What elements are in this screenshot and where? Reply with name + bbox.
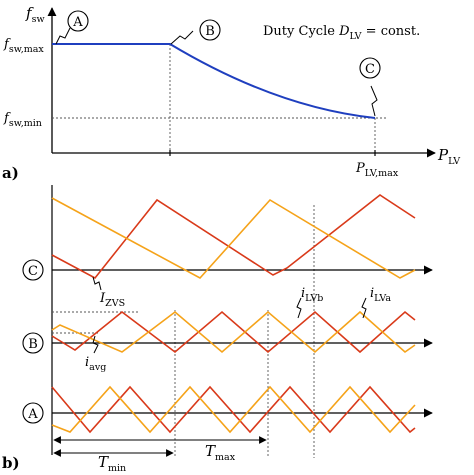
izvs-leader — [92, 276, 102, 291]
row-a-current-a — [51, 385, 416, 434]
panel-a-y-axis-label: fsw — [25, 4, 45, 25]
row-c-current-a — [51, 194, 416, 280]
fsw-max-tick-label: fsw,max — [3, 37, 44, 55]
row-b-marker-label: B — [28, 337, 38, 352]
row-a-current-b — [51, 385, 416, 434]
tmin-label: Tmin — [98, 453, 126, 474]
panel-a: fsw PLV fsw,max fsw,min PLV,max Duty Cyc… — [2, 4, 460, 182]
marker-c-label: C — [365, 62, 375, 77]
plvmax-tick-label: PLV,max — [355, 161, 399, 179]
fsw-curve — [52, 43, 376, 119]
marker-c-circle — [359, 57, 381, 79]
row-a-marker-label: A — [27, 407, 38, 422]
ilva-leader — [361, 297, 367, 319]
row-c-marker-circle — [22, 259, 44, 281]
panel-a-x-axis-label: PLV — [437, 146, 460, 167]
iavg-label: iavg — [85, 355, 106, 373]
row-b: B iavg iLVb iLVa — [22, 286, 433, 373]
izvs-label: IZVS — [99, 291, 125, 309]
panel-b-label: b) — [2, 454, 20, 472]
row-a: A — [22, 385, 433, 434]
marker-b-label: B — [205, 24, 215, 39]
iavg-leader — [92, 335, 99, 354]
fsw-min-tick-label: fsw,min — [3, 111, 42, 129]
marker-b-leader — [170, 30, 194, 45]
ilvb-leader — [296, 297, 302, 319]
marker-b-circle — [199, 19, 221, 41]
row-a-marker-circle — [22, 402, 44, 424]
panel-b: C IZVS B iavg iLVb iLVa A — [2, 185, 433, 474]
marker-a-leader — [55, 27, 71, 45]
row-c-marker-label: C — [28, 264, 38, 279]
row-b-current-b — [51, 310, 416, 354]
panel-a-label: a) — [2, 164, 19, 182]
tmax-label: Tmax — [205, 442, 236, 463]
row-b-marker-circle — [22, 332, 44, 354]
ilvb-label: iLVb — [301, 286, 323, 304]
row-c-current-b — [51, 197, 416, 280]
duty-cycle-annotation: Duty Cycle DLV = const. — [263, 24, 420, 42]
ilva-label: iLVa — [370, 286, 391, 304]
marker-c-leader — [370, 85, 378, 117]
marker-a-label: A — [72, 15, 83, 30]
row-c: C IZVS — [22, 194, 433, 309]
marker-a-circle — [67, 10, 89, 32]
